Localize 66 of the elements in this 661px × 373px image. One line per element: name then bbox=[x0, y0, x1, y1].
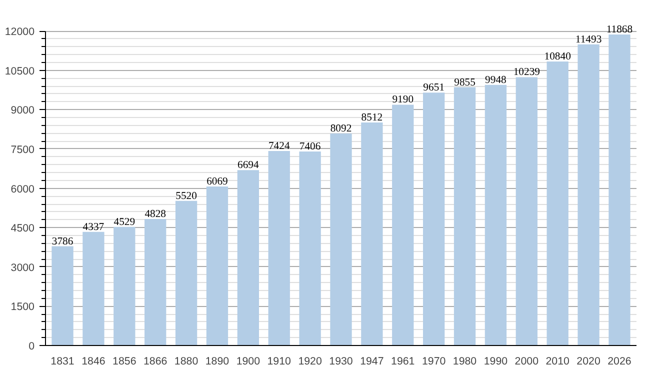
data-label: 9855 bbox=[454, 77, 476, 88]
data-label: 9948 bbox=[485, 74, 506, 86]
bar bbox=[144, 218, 166, 346]
x-tick-label: 1900 bbox=[236, 356, 260, 368]
data-label: 6694 bbox=[238, 160, 260, 172]
y-tick-label: 10500 bbox=[4, 65, 35, 78]
bar bbox=[516, 77, 538, 346]
y-tick-label: 9000 bbox=[10, 104, 35, 117]
x-tick-label: 1880 bbox=[174, 356, 198, 368]
data-label: 7424 bbox=[268, 140, 290, 152]
x-tick-label: 1856 bbox=[112, 356, 136, 368]
data-label: 11868 bbox=[606, 24, 633, 36]
bar bbox=[392, 104, 414, 346]
x-tick-label: 2026 bbox=[608, 356, 632, 368]
bar bbox=[299, 151, 321, 346]
data-label: 4828 bbox=[144, 208, 166, 220]
y-tick-label: 4500 bbox=[10, 222, 35, 235]
bar bbox=[546, 61, 568, 346]
y-tick-label: 0 bbox=[28, 340, 35, 352]
data-label: 4337 bbox=[82, 222, 105, 233]
x-tick-label: 1920 bbox=[298, 356, 322, 368]
bar bbox=[578, 44, 600, 346]
x-tick-label: 1930 bbox=[329, 356, 353, 368]
bar bbox=[114, 226, 136, 346]
bar bbox=[454, 87, 476, 346]
x-tick-label: 1980 bbox=[452, 356, 477, 368]
x-tick-label: 1831 bbox=[50, 356, 74, 368]
x-tick-label: 1910 bbox=[267, 356, 292, 368]
bar bbox=[330, 133, 352, 346]
data-label: 9651 bbox=[423, 82, 444, 94]
data-label: 10840 bbox=[544, 51, 571, 62]
data-label: 5520 bbox=[176, 190, 197, 202]
bar bbox=[82, 232, 104, 346]
bar bbox=[608, 34, 630, 346]
bar bbox=[206, 186, 228, 346]
data-label: 10239 bbox=[513, 67, 540, 78]
bar bbox=[175, 200, 198, 346]
bar bbox=[268, 150, 290, 346]
y-tick-label: 12000 bbox=[4, 26, 35, 38]
bar bbox=[484, 84, 507, 346]
x-tick-label: 2010 bbox=[546, 356, 570, 368]
x-tick-label: 1990 bbox=[484, 356, 508, 368]
bar bbox=[237, 170, 260, 346]
y-tick-label: 3000 bbox=[10, 262, 35, 274]
x-tick-label: 2000 bbox=[514, 356, 539, 368]
bar bbox=[422, 92, 445, 346]
data-label: 8512 bbox=[361, 112, 383, 124]
data-label: 7406 bbox=[299, 141, 322, 152]
data-label: 9190 bbox=[392, 94, 414, 106]
data-label: 8092 bbox=[330, 123, 352, 134]
y-tick-label: 1500 bbox=[10, 301, 35, 314]
x-tick-label: 1961 bbox=[391, 356, 415, 368]
x-tick-label: 1947 bbox=[360, 356, 384, 368]
data-label: 3786 bbox=[52, 236, 74, 248]
x-tick-label: 1890 bbox=[205, 356, 230, 368]
x-tick-label: 1970 bbox=[422, 356, 446, 368]
data-label: 4529 bbox=[114, 216, 136, 228]
bar bbox=[52, 246, 74, 346]
y-tick-label: 7500 bbox=[10, 144, 35, 156]
data-label: 11493 bbox=[575, 34, 602, 46]
x-tick-label: 1846 bbox=[82, 356, 106, 368]
x-tick-label: 1866 bbox=[143, 356, 168, 368]
bar bbox=[361, 122, 383, 346]
y-tick-label: 6000 bbox=[10, 183, 35, 196]
x-tick-label: 2020 bbox=[576, 356, 600, 368]
data-label: 6069 bbox=[206, 176, 228, 188]
